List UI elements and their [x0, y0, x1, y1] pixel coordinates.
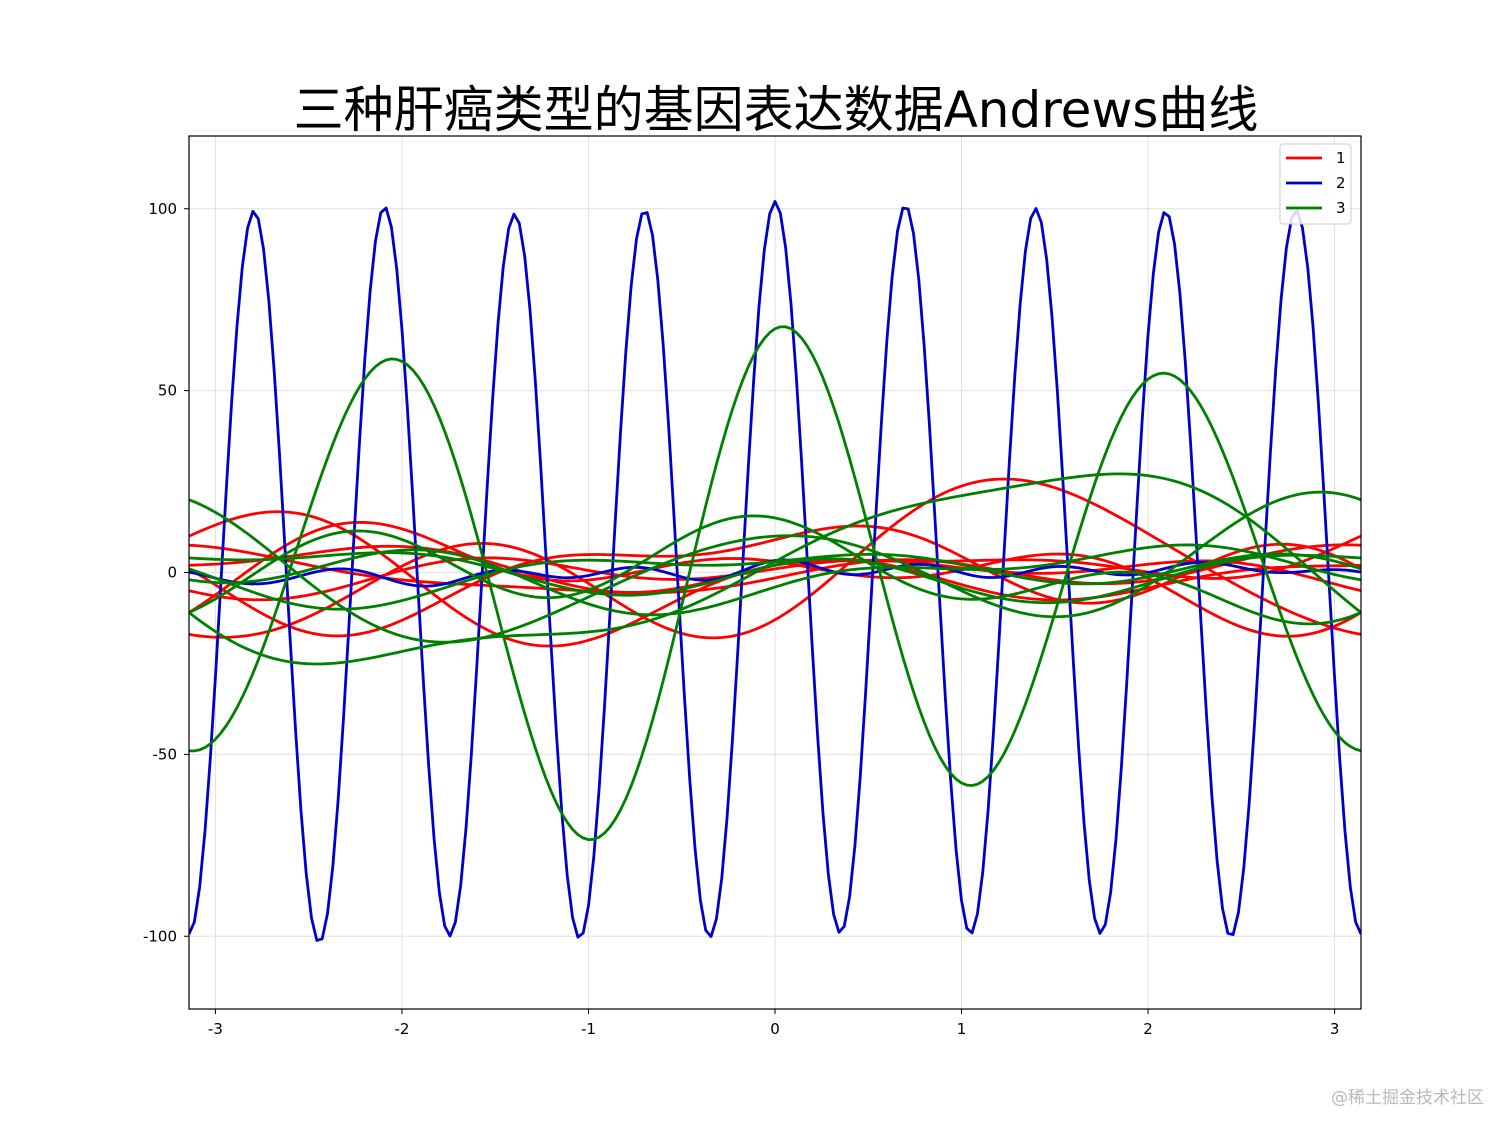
x-tick-label: -1 — [581, 1020, 596, 1038]
x-tick-label: 1 — [957, 1020, 967, 1038]
series-3-curve-7 — [189, 543, 1361, 617]
y-tick-label: 0 — [167, 564, 177, 582]
x-tick-label: 0 — [770, 1020, 780, 1038]
series-2-curve-1 — [189, 200, 1361, 942]
x-tick-label: -3 — [208, 1020, 223, 1038]
series-lines — [189, 200, 1361, 942]
x-tick-label: -2 — [394, 1020, 409, 1038]
x-axis-ticks: -3 -2 -1 0 1 2 3 — [208, 1009, 1339, 1038]
legend-label-1: 1 — [1336, 149, 1346, 167]
watermark: @稀土掘金技术社区 — [1331, 1088, 1484, 1108]
y-tick-label: -50 — [153, 745, 178, 763]
legend-label-2: 2 — [1336, 174, 1346, 192]
series-3-curve-5 — [189, 552, 1361, 611]
legend-label-3: 3 — [1336, 199, 1346, 217]
y-tick-label: 100 — [148, 200, 177, 218]
series-1-curve-7 — [189, 556, 1361, 602]
x-tick-label: 3 — [1330, 1020, 1340, 1038]
legend: 1 2 3 — [1279, 143, 1352, 225]
y-tick-label: 50 — [158, 382, 177, 400]
series-3-curve-1 — [189, 325, 1361, 841]
y-tick-label: -100 — [143, 927, 177, 945]
y-axis-ticks: -100 -50 0 50 100 — [143, 200, 189, 945]
chart-title: 三种肝癌类型的基因表达数据Andrews曲线 — [293, 81, 1259, 139]
x-tick-label: 2 — [1143, 1020, 1153, 1038]
